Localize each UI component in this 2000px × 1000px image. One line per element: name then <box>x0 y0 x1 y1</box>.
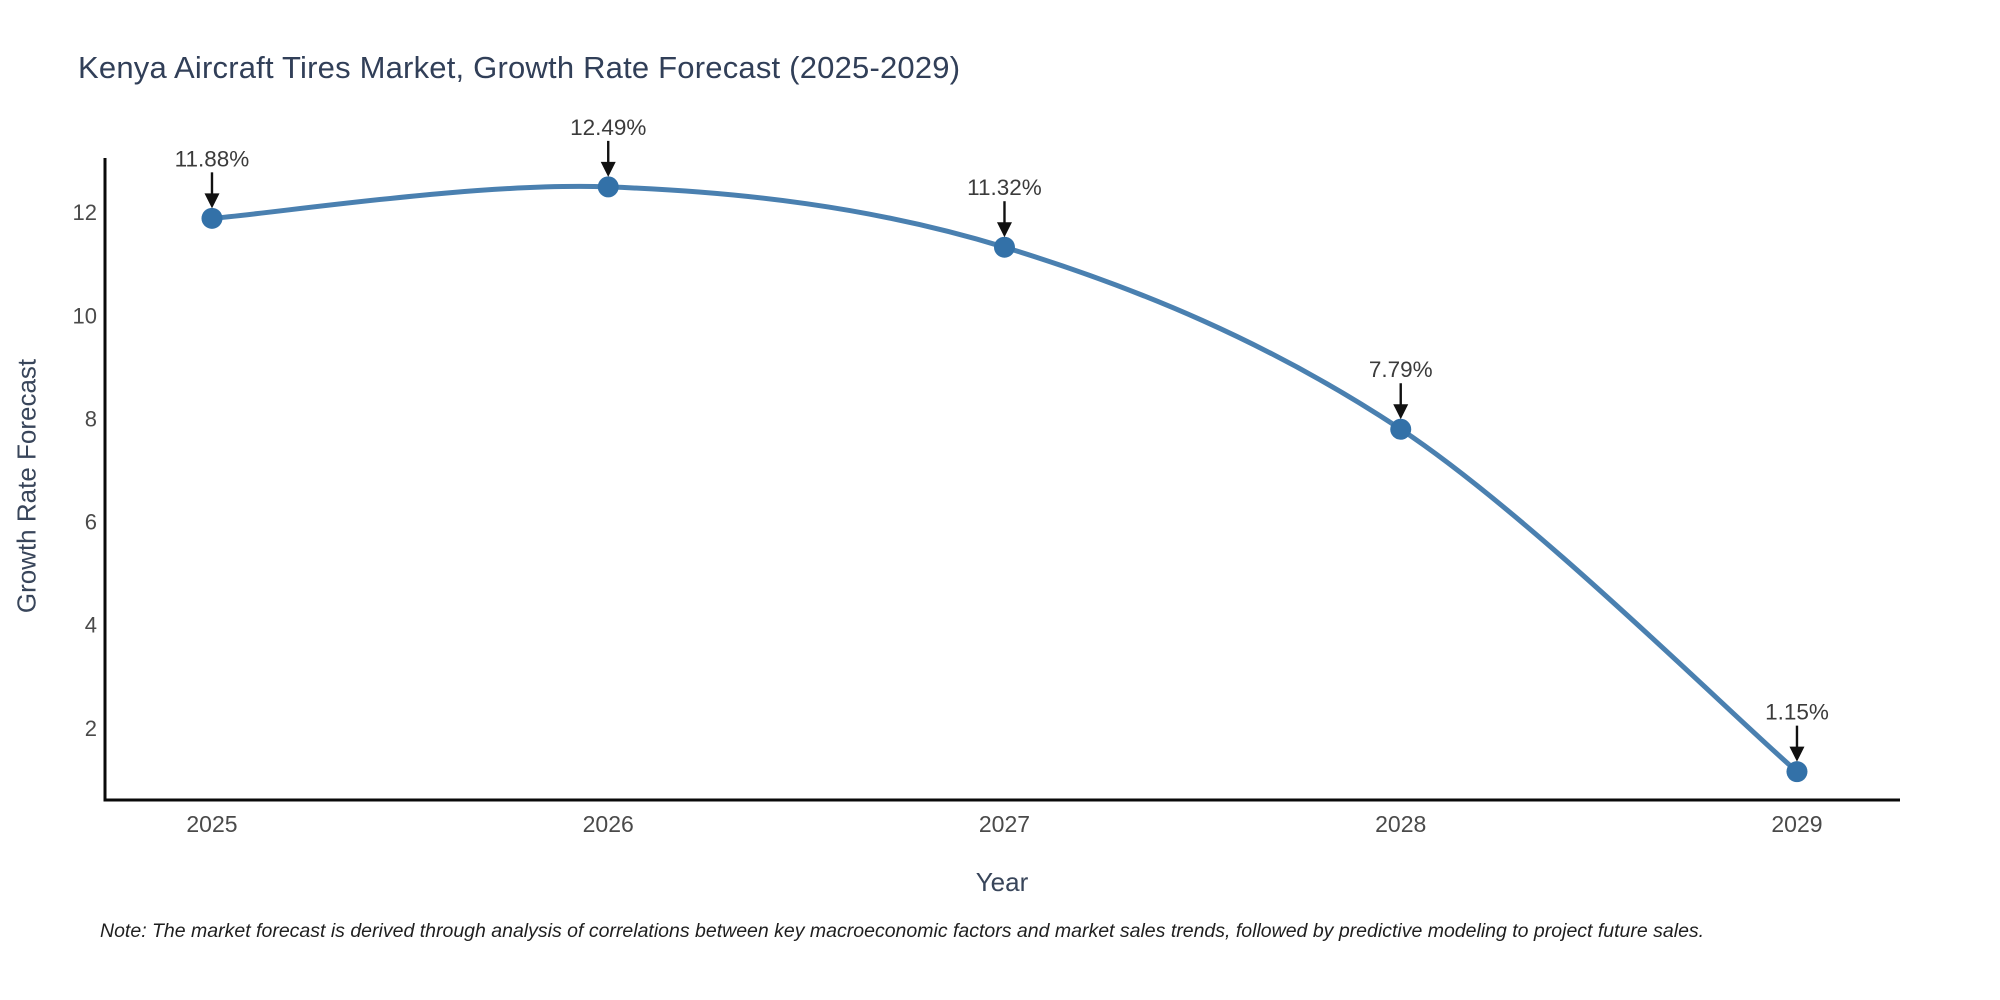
x-axis-title: Year <box>975 867 1029 897</box>
data-point-marker <box>1786 761 1808 783</box>
x-tick-label: 2026 <box>583 811 634 837</box>
data-point-marker <box>201 207 223 229</box>
data-point-label: 7.79% <box>1369 357 1433 382</box>
annotation-arrowhead <box>1789 746 1805 762</box>
data-point-marker <box>1390 418 1412 440</box>
data-point-label: 11.88% <box>175 146 250 171</box>
annotation-arrowhead <box>1393 404 1409 420</box>
data-point-label: 12.49% <box>570 115 646 140</box>
y-tick-label: 10 <box>73 303 97 328</box>
series-line <box>209 183 1800 775</box>
data-point-marker <box>993 236 1015 258</box>
x-tick-label: 2029 <box>1771 811 1822 837</box>
annotation-arrowhead <box>204 193 220 209</box>
annotation-arrowhead <box>600 161 616 177</box>
y-tick-label: 2 <box>85 716 97 741</box>
annotation-arrowhead <box>996 222 1012 238</box>
y-tick-label: 4 <box>85 613 97 638</box>
y-tick-label: 8 <box>85 406 97 431</box>
data-point-marker <box>597 176 619 198</box>
x-tick-label: 2027 <box>979 811 1030 837</box>
y-tick-label: 12 <box>73 200 97 225</box>
y-tick-label: 6 <box>85 510 97 535</box>
data-point-label: 1.15% <box>1765 700 1829 725</box>
chart-title: Kenya Aircraft Tires Market, Growth Rate… <box>78 50 961 85</box>
footnote: Note: The market forecast is derived thr… <box>100 920 1705 942</box>
data-point-label: 11.32% <box>967 175 1042 200</box>
x-tick-label: 2028 <box>1375 811 1426 837</box>
x-tick-label: 2025 <box>186 811 237 837</box>
